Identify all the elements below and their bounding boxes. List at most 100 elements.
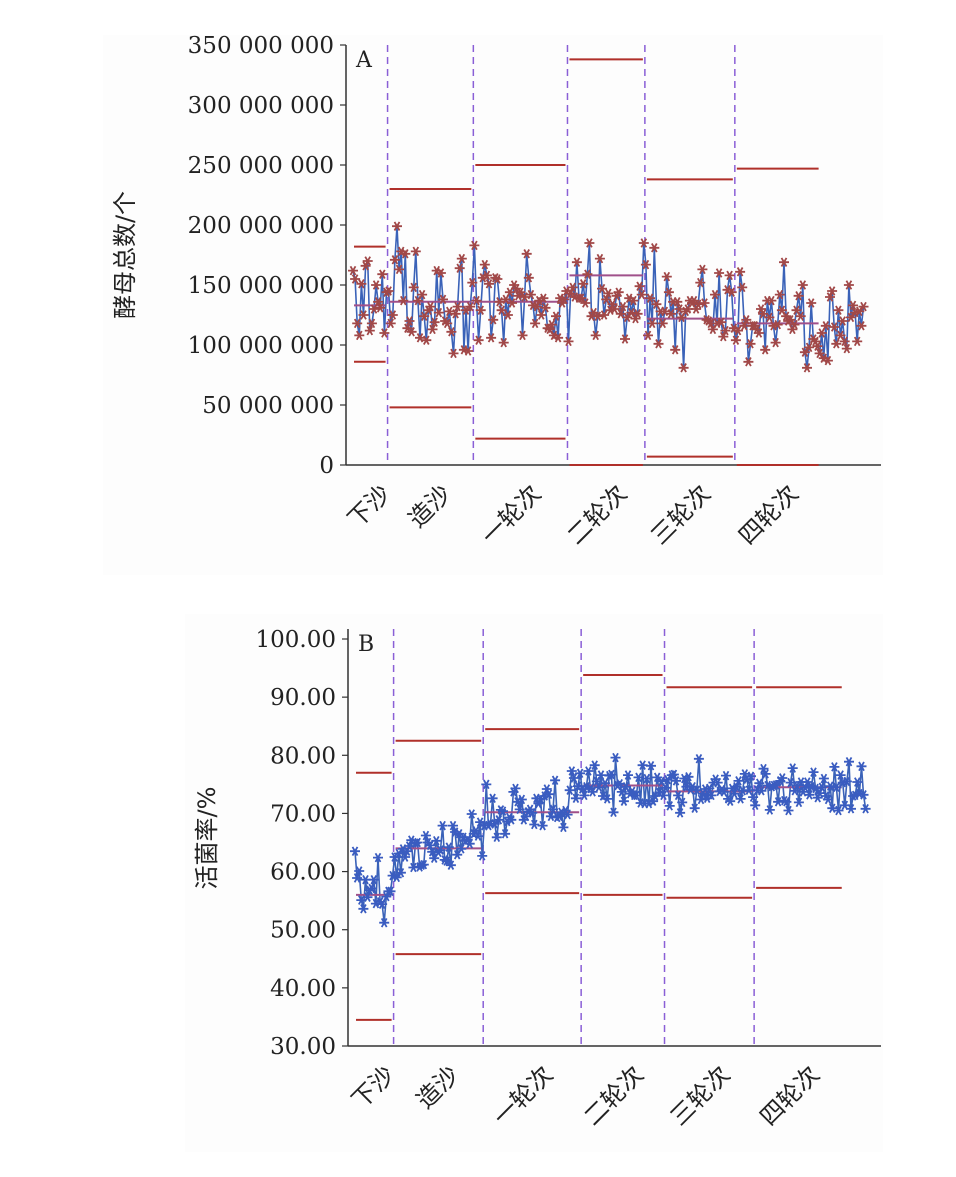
data-point <box>827 286 838 296</box>
data-point <box>754 778 765 788</box>
data-point <box>806 298 817 308</box>
data-point <box>741 315 752 325</box>
data-point <box>516 794 527 805</box>
data-point <box>772 319 783 330</box>
data-point <box>373 852 383 863</box>
data-point <box>452 301 463 312</box>
data-point <box>536 310 547 320</box>
data-point <box>858 790 869 800</box>
data-point <box>500 828 511 839</box>
data-point <box>530 318 541 329</box>
data-point <box>352 873 363 883</box>
data-point <box>683 772 694 782</box>
data-point <box>488 315 499 325</box>
yeast-count-chart: 0 50 000 000 100 000 000 150 000 000 200 000… <box>111 35 881 550</box>
y-tick-label: 30.00 <box>270 1034 336 1060</box>
data-point <box>352 318 363 329</box>
data-point <box>387 310 398 320</box>
data-point <box>804 790 815 800</box>
data-point <box>580 298 591 308</box>
data-point <box>793 797 804 808</box>
data-point <box>527 808 538 818</box>
data-point <box>467 277 478 288</box>
data-point <box>450 309 461 319</box>
data-point <box>366 318 377 329</box>
data-point <box>471 295 482 306</box>
data-point <box>602 794 613 804</box>
data-point <box>643 330 653 341</box>
data-point <box>766 295 777 306</box>
data-point <box>856 321 867 331</box>
data-point <box>392 221 402 231</box>
data-point <box>839 336 850 347</box>
x-category-label: 下沙 <box>346 1060 400 1114</box>
data-point <box>502 310 513 320</box>
data-point <box>548 804 558 815</box>
data-point <box>425 301 436 312</box>
data-point <box>475 305 486 315</box>
data-point <box>466 809 477 819</box>
y-tick-label: 40.00 <box>270 976 336 1002</box>
data-point <box>600 778 611 788</box>
y-tick-label: 300 000 000 <box>188 93 334 119</box>
data-point <box>787 763 798 773</box>
data-point <box>521 249 532 259</box>
data-point <box>373 297 384 307</box>
data-point <box>726 287 737 297</box>
data-point <box>546 319 557 330</box>
data-point <box>456 253 467 264</box>
data-point <box>567 282 578 293</box>
data-point <box>563 336 574 347</box>
data-point <box>753 328 764 338</box>
data-point <box>473 335 484 345</box>
data-point <box>562 809 573 820</box>
data-point <box>435 268 446 278</box>
data-point <box>446 327 457 337</box>
y-tick-label: 90.00 <box>270 685 336 711</box>
data-point <box>638 238 649 248</box>
data-point <box>523 273 534 283</box>
data-point <box>584 238 595 248</box>
data-point <box>603 288 614 299</box>
data-point <box>594 253 605 264</box>
data-point <box>543 789 554 800</box>
x-category-label: 四轮次 <box>754 1060 825 1131</box>
data-point <box>448 820 458 831</box>
data-point <box>431 835 442 846</box>
data-point <box>364 325 375 336</box>
data-point <box>672 297 683 307</box>
data-point <box>697 264 708 275</box>
data-point <box>362 256 373 266</box>
x-category-label: 下沙 <box>342 479 396 533</box>
data-point <box>571 257 582 267</box>
y-tick-label: 50 000 000 <box>202 393 334 419</box>
data-point <box>443 842 454 852</box>
data-point <box>593 782 604 793</box>
data-point <box>435 845 446 855</box>
data-point <box>368 874 379 885</box>
data-point <box>783 805 794 816</box>
data-point <box>664 801 675 811</box>
data-point <box>760 769 771 779</box>
data-point <box>770 337 781 348</box>
chart-panel-b: 30.00 40.00 50.00 60.00 70.00 80.00 90.00 100.0… <box>185 614 883 1152</box>
data-point <box>410 246 421 257</box>
data-point <box>454 263 465 273</box>
data-point <box>601 294 612 305</box>
data-point <box>810 783 821 794</box>
data-point <box>438 294 448 305</box>
data-point <box>441 856 452 866</box>
data-point <box>477 851 488 861</box>
data-point <box>795 311 806 321</box>
data-point <box>756 785 767 796</box>
data-point <box>417 289 428 300</box>
data-point <box>493 815 504 825</box>
chart-panel-a: 0 50 000 000 100 000 000 150 000 000 200 000… <box>103 35 883 575</box>
data-point <box>433 307 444 318</box>
data-point <box>404 316 415 326</box>
data-point <box>564 785 575 795</box>
data-point <box>645 293 656 303</box>
data-point <box>651 299 662 309</box>
data-point <box>487 793 498 804</box>
data-point <box>628 295 639 306</box>
